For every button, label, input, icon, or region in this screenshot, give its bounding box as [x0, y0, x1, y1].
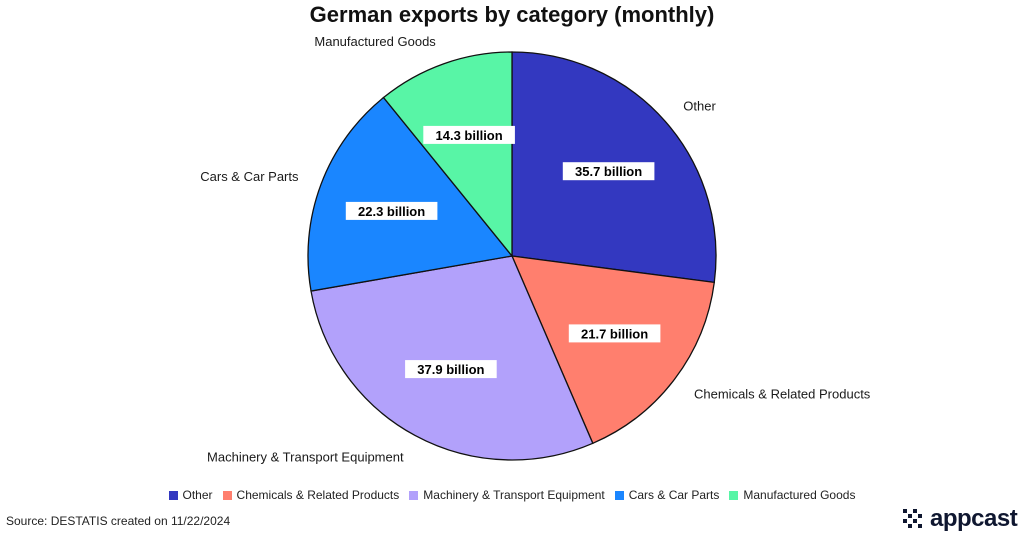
legend-item-chemicals-and-related-products: Chemicals & Related Products [222, 488, 400, 502]
logo-dot [913, 519, 917, 523]
logo-dot [908, 524, 912, 528]
logo-dot [913, 509, 917, 513]
legend-item-other: Other [168, 488, 213, 502]
legend-swatch [168, 490, 178, 500]
slice-label-other: Other [683, 99, 716, 114]
legend-swatch [222, 490, 232, 500]
legend-label: Other [182, 488, 213, 502]
logo-dot [903, 509, 907, 513]
legend: Other Chemicals & Related Products Machine… [0, 488, 1024, 502]
value-label-other: 35.7 billion [575, 164, 642, 179]
pie-slice-cars-and-car-parts [307, 96, 514, 292]
value-label-cars-and-car-parts: 22.3 billion [358, 204, 425, 219]
slice-label-cars-and-car-parts: Cars & Car Parts [200, 169, 299, 184]
value-label-bg-machinery-and-transport-equipment [405, 360, 497, 379]
appcast-logo: appcast [902, 505, 1018, 533]
slice-label-machinery-and-transport-equipment: Machinery & Transport Equipment [207, 450, 404, 465]
slice-label-manufactured-goods: Manufactured Goods [314, 34, 436, 49]
value-labels: 35.7 billion 21.7 billion 37.9 billion 22.3… [345, 125, 661, 379]
legend-item-cars-and-car-parts: Cars & Car Parts [614, 488, 720, 502]
slice-label-chemicals-and-related-products: Chemicals & Related Products [694, 386, 871, 401]
source-note: Source: DESTATIS created on 11/22/2024 [6, 514, 231, 528]
value-label-manufactured-goods: 14.3 billion [436, 128, 503, 143]
legend-item-manufactured-goods: Manufactured Goods [729, 488, 855, 502]
pie-slices [307, 51, 717, 461]
value-label-bg-chemicals-and-related-products [568, 324, 661, 343]
pie-slice-machinery-and-transport-equipment [310, 255, 594, 461]
value-label-bg-other [562, 162, 655, 181]
legend-swatch [729, 490, 739, 500]
value-label-bg-cars-and-car-parts [345, 201, 438, 220]
value-label-chemicals-and-related-products: 21.7 billion [581, 326, 648, 341]
logo-text: appcast [930, 505, 1018, 532]
value-label-bg-manufactured-goods [423, 125, 515, 144]
logo-dot [908, 514, 912, 518]
chart-title: German exports by category (monthly) [309, 2, 715, 27]
legend-label: Chemicals & Related Products [236, 488, 400, 502]
logo-dot [903, 519, 907, 523]
legend-label: Cars & Car Parts [628, 488, 720, 502]
logo-dot [918, 524, 922, 528]
value-label-machinery-and-transport-equipment: 37.9 billion [417, 362, 484, 377]
legend-item-machinery-and-transport-equipment: Machinery & Transport Equipment [409, 488, 605, 502]
pie-slice-chemicals-and-related-products [510, 255, 716, 445]
legend-label: Machinery & Transport Equipment [423, 488, 605, 502]
legend-swatch [409, 490, 419, 500]
logo-dot [918, 514, 922, 518]
legend-swatch [614, 490, 624, 500]
pie-slice-manufactured-goods [382, 51, 513, 258]
logo-dots-icon [903, 509, 922, 528]
legend-label: Manufactured Goods [743, 488, 856, 502]
slice-labels: Other Chemicals & Related Products Machine… [200, 34, 871, 465]
